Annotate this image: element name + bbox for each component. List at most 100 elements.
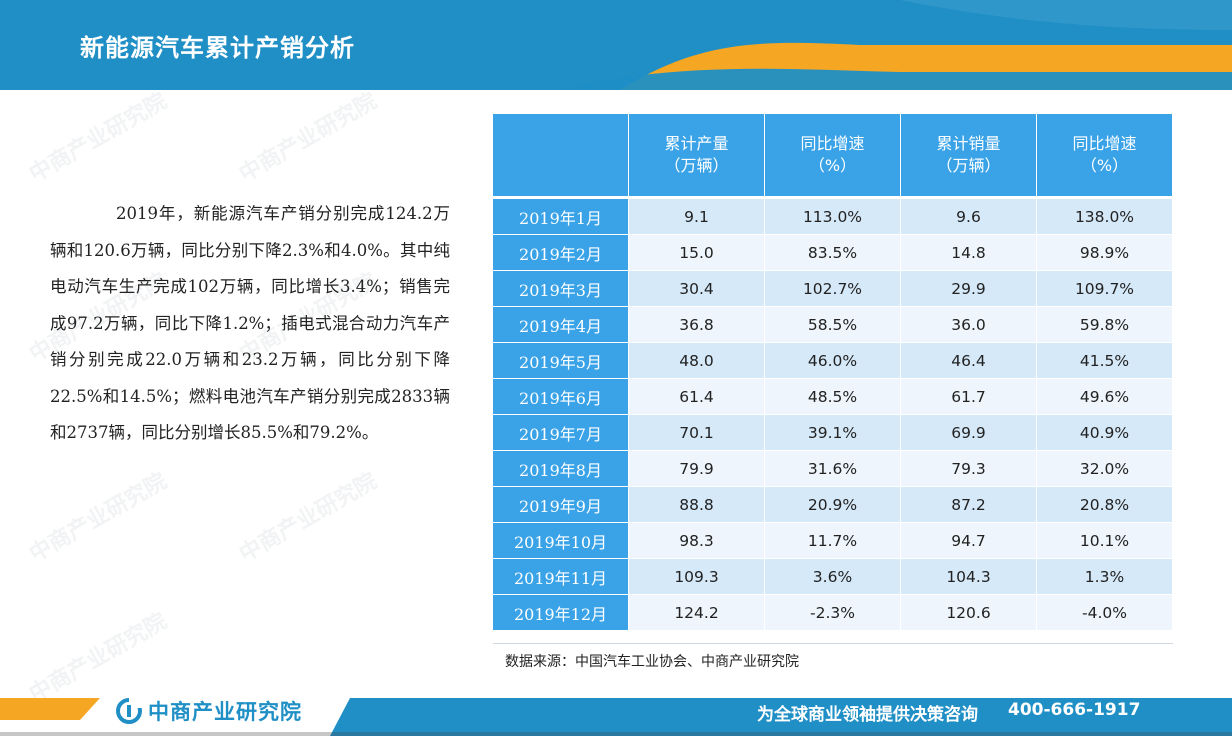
header-decoration — [560, 0, 1232, 90]
table-row: 2019年1月 9.1 113.0% 9.6 138.0% — [493, 199, 1173, 235]
table-row: 2019年2月 15.0 83.5% 14.8 98.9% — [493, 235, 1173, 271]
sales-cell: 79.3 — [901, 451, 1037, 487]
production-yoy-cell: 48.5% — [765, 379, 901, 415]
footer-bar — [0, 698, 1232, 736]
production-sales-table: 累计产量 （万辆） 同比增速 （%） 累计销量 （万辆） 同比增速 （%） 20… — [493, 114, 1173, 631]
table-row: 2019年8月 79.9 31.6% 79.3 32.0% — [493, 451, 1173, 487]
page-title: 新能源汽车累计产销分析 — [80, 34, 355, 62]
summary-paragraph: 2019年，新能源汽车产销分别完成124.2万辆和120.6万辆，同比分别下降2… — [50, 204, 450, 442]
table-row: 2019年9月 88.8 20.9% 87.2 20.8% — [493, 487, 1173, 523]
production-yoy-cell: 31.6% — [765, 451, 901, 487]
sales-yoy-cell: 10.1% — [1037, 523, 1173, 559]
table-row: 2019年11月 109.3 3.6% 104.3 1.3% — [493, 559, 1173, 595]
watermark: 中商产业研究院 — [25, 608, 172, 708]
company-logo: 中商产业研究院 — [116, 698, 302, 724]
sales-cell: 94.7 — [901, 523, 1037, 559]
watermark: 中商产业研究院 — [25, 468, 172, 568]
row-month-cell: 2019年11月 — [493, 559, 629, 595]
table-row: 2019年5月 48.0 46.0% 46.4 41.5% — [493, 343, 1173, 379]
row-month-cell: 2019年2月 — [493, 235, 629, 271]
table-header-corner — [493, 114, 629, 199]
production-cell: 48.0 — [629, 343, 765, 379]
production-yoy-cell: 3.6% — [765, 559, 901, 595]
watermark: 中商产业研究院 — [25, 88, 172, 188]
production-yoy-cell: 102.7% — [765, 271, 901, 307]
row-month-cell: 2019年3月 — [493, 271, 629, 307]
sales-yoy-cell: 1.3% — [1037, 559, 1173, 595]
table-body: 2019年1月 9.1 113.0% 9.6 138.0% 2019年2月 15.0 83.5… — [493, 199, 1173, 631]
data-source-note: 数据来源：中国汽车工业协会、中商产业研究院 — [505, 654, 799, 670]
footer-phone: 400-666-1917 — [1008, 700, 1141, 720]
production-cell: 109.3 — [629, 559, 765, 595]
production-yoy-cell: 11.7% — [765, 523, 901, 559]
sales-cell: 120.6 — [901, 595, 1037, 631]
table-row: 2019年10月 98.3 11.7% 94.7 10.1% — [493, 523, 1173, 559]
row-month-cell: 2019年1月 — [493, 199, 629, 235]
sales-cell: 29.9 — [901, 271, 1037, 307]
sales-cell: 14.8 — [901, 235, 1037, 271]
row-month-cell: 2019年10月 — [493, 523, 629, 559]
table-header-row: 累计产量 （万辆） 同比增速 （%） 累计销量 （万辆） 同比增速 （%） — [493, 114, 1173, 199]
row-month-cell: 2019年12月 — [493, 595, 629, 631]
production-cell: 9.1 — [629, 199, 765, 235]
row-month-cell: 2019年7月 — [493, 415, 629, 451]
header-unit: （%） — [1080, 156, 1129, 175]
production-cell: 15.0 — [629, 235, 765, 271]
production-cell: 30.4 — [629, 271, 765, 307]
sales-cell: 9.6 — [901, 199, 1037, 235]
sales-cell: 61.7 — [901, 379, 1037, 415]
production-yoy-cell: 39.1% — [765, 415, 901, 451]
header-banner: 新能源汽车累计产销分析 — [0, 0, 1232, 90]
production-cell: 36.8 — [629, 307, 765, 343]
sales-cell: 46.4 — [901, 343, 1037, 379]
sales-yoy-cell: 59.8% — [1037, 307, 1173, 343]
row-month-cell: 2019年6月 — [493, 379, 629, 415]
logo-icon — [116, 698, 142, 724]
sales-yoy-cell: -4.0% — [1037, 595, 1173, 631]
header-cumulative-sales: 累计销量 （万辆） — [901, 114, 1037, 199]
logo-text: 中商产业研究院 — [148, 700, 302, 724]
header-unit: （万辆） — [936, 156, 1001, 175]
footer-slogan: 为全球商业领袖提供决策咨询 — [757, 705, 978, 725]
sales-yoy-cell: 138.0% — [1037, 199, 1173, 235]
watermark: 中商产业研究院 — [235, 88, 382, 188]
production-yoy-cell: -2.3% — [765, 595, 901, 631]
sales-cell: 104.3 — [901, 559, 1037, 595]
row-month-cell: 2019年5月 — [493, 343, 629, 379]
sales-yoy-cell: 41.5% — [1037, 343, 1173, 379]
row-month-cell: 2019年4月 — [493, 307, 629, 343]
production-cell: 88.8 — [629, 487, 765, 523]
footer-decoration — [0, 698, 1232, 736]
header-unit: （%） — [808, 156, 857, 175]
header-production-yoy: 同比增速 （%） — [765, 114, 901, 199]
production-cell: 124.2 — [629, 595, 765, 631]
sales-cell: 69.9 — [901, 415, 1037, 451]
header-label: 同比增速 — [800, 134, 865, 153]
table-row: 2019年12月 124.2 -2.3% 120.6 -4.0% — [493, 595, 1173, 631]
sales-yoy-cell: 32.0% — [1037, 451, 1173, 487]
header-label: 累计产量 — [664, 134, 729, 153]
watermark: 中商产业研究院 — [235, 468, 382, 568]
sales-yoy-cell: 49.6% — [1037, 379, 1173, 415]
row-month-cell: 2019年9月 — [493, 487, 629, 523]
production-yoy-cell: 20.9% — [765, 487, 901, 523]
production-cell: 79.9 — [629, 451, 765, 487]
header-label: 累计销量 — [936, 134, 1001, 153]
sales-cell: 36.0 — [901, 307, 1037, 343]
sales-yoy-cell: 40.9% — [1037, 415, 1173, 451]
table-row: 2019年7月 70.1 39.1% 69.9 40.9% — [493, 415, 1173, 451]
sales-yoy-cell: 98.9% — [1037, 235, 1173, 271]
header-unit: （万辆） — [664, 156, 729, 175]
production-cell: 98.3 — [629, 523, 765, 559]
sales-yoy-cell: 20.8% — [1037, 487, 1173, 523]
production-cell: 61.4 — [629, 379, 765, 415]
table-row: 2019年6月 61.4 48.5% 61.7 49.6% — [493, 379, 1173, 415]
table-row: 2019年3月 30.4 102.7% 29.9 109.7% — [493, 271, 1173, 307]
header-label: 同比增速 — [1072, 134, 1137, 153]
sales-yoy-cell: 109.7% — [1037, 271, 1173, 307]
production-cell: 70.1 — [629, 415, 765, 451]
row-month-cell: 2019年8月 — [493, 451, 629, 487]
table-row: 2019年4月 36.8 58.5% 36.0 59.8% — [493, 307, 1173, 343]
source-divider — [493, 643, 1173, 644]
production-yoy-cell: 83.5% — [765, 235, 901, 271]
